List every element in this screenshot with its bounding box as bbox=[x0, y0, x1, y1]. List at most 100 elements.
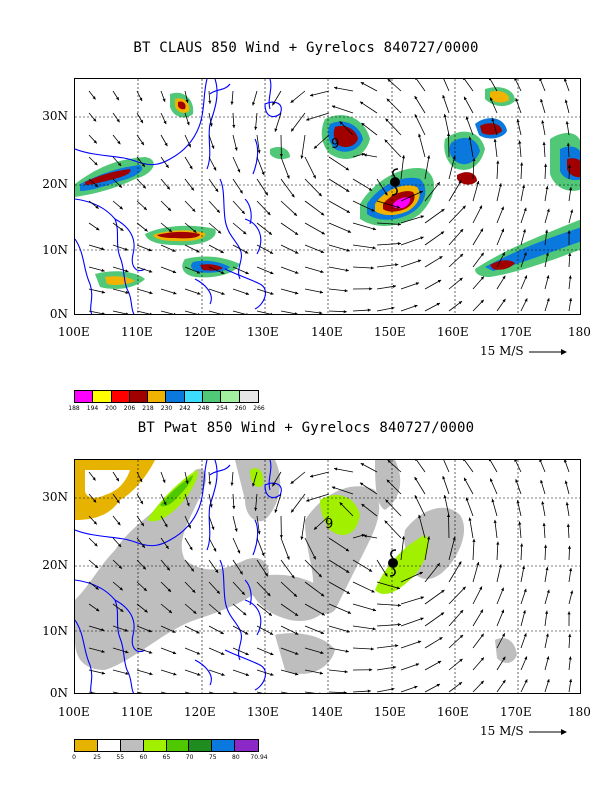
wind-vector-head bbox=[252, 102, 256, 106]
wind-vector-head bbox=[570, 590, 574, 594]
wind-vector bbox=[290, 471, 306, 485]
wind-vector-head bbox=[94, 162, 98, 166]
wind-vector-head bbox=[270, 291, 274, 295]
wind-vector bbox=[448, 586, 466, 605]
wind-vector-head bbox=[252, 483, 256, 487]
wind-vector-head bbox=[172, 270, 177, 274]
bottom-scale-arrow-icon bbox=[529, 728, 568, 735]
wind-vector-head bbox=[346, 209, 350, 213]
bottom-lon-140e: 140E bbox=[311, 705, 343, 719]
wind-vector bbox=[304, 244, 325, 254]
wind-vector-head bbox=[237, 169, 241, 173]
wind-vector-head bbox=[208, 100, 212, 104]
wind-vector-head bbox=[270, 312, 273, 314]
wind-vector-head bbox=[172, 651, 177, 655]
wind-vector-head bbox=[459, 658, 463, 662]
wind-vector-head bbox=[216, 590, 220, 594]
wind-vector-head bbox=[479, 586, 483, 590]
wind-vector bbox=[256, 559, 269, 577]
wind-vector bbox=[448, 253, 464, 268]
wind-vector bbox=[400, 571, 424, 583]
wind-vector-head bbox=[480, 609, 484, 613]
legend-tick-label: 70.94 bbox=[250, 754, 268, 761]
legend-tick-label: 0 bbox=[72, 754, 76, 761]
wind-vector-head bbox=[392, 284, 397, 288]
wind-vector-head bbox=[440, 231, 445, 235]
wind-vector bbox=[376, 603, 401, 606]
wind-vector bbox=[328, 222, 352, 233]
wind-vector bbox=[352, 647, 374, 650]
wind-vector-head bbox=[245, 291, 250, 296]
wind-vector-head bbox=[268, 612, 272, 616]
wind-vector-head bbox=[213, 167, 217, 171]
wind-vector bbox=[328, 244, 350, 252]
wind-vector-head bbox=[452, 536, 456, 541]
wind-vector-head bbox=[446, 514, 451, 518]
wind-vector-head bbox=[546, 589, 550, 594]
wind-vector-head bbox=[143, 206, 147, 211]
wind-vector-head bbox=[436, 563, 440, 567]
wind-vector bbox=[400, 617, 424, 627]
wind-vector-head bbox=[501, 609, 505, 614]
wind-vector-head bbox=[480, 680, 484, 685]
wind-vector bbox=[304, 581, 325, 597]
wind-vector bbox=[280, 156, 290, 179]
wind-vector bbox=[496, 541, 499, 561]
wind-vector-head bbox=[476, 562, 480, 566]
wind-vector-head bbox=[369, 287, 373, 291]
wind-vector-head bbox=[418, 514, 422, 519]
wind-vector-head bbox=[140, 522, 144, 527]
wind-vector-head bbox=[291, 509, 295, 513]
wind-vector-head bbox=[141, 163, 145, 167]
wind-vector-head bbox=[465, 497, 469, 501]
wind-vector bbox=[328, 288, 348, 292]
wind-vector-head bbox=[239, 571, 243, 575]
wind-vector-head bbox=[334, 467, 338, 471]
wind-vector-head bbox=[295, 693, 298, 694]
wind-vector-head bbox=[270, 672, 274, 676]
wind-vector bbox=[331, 105, 354, 114]
wind-vector-head bbox=[163, 120, 167, 125]
wind-vector-head bbox=[392, 665, 397, 669]
wind-vector-head bbox=[415, 79, 417, 81]
wind-vector-head bbox=[418, 133, 422, 138]
wind-vector-head bbox=[95, 608, 100, 612]
wind-vector-head bbox=[568, 633, 572, 637]
wind-vector-head bbox=[385, 499, 389, 503]
wind-vector-head bbox=[346, 590, 350, 594]
wind-vector-head bbox=[124, 628, 129, 632]
wind-vector-head bbox=[261, 171, 265, 176]
wind-vector-head bbox=[518, 521, 522, 525]
wind-vector bbox=[400, 663, 420, 671]
wind-vector-head bbox=[459, 634, 464, 639]
wind-vector-head bbox=[346, 248, 350, 252]
bottom-typhoon-icon bbox=[388, 549, 398, 577]
wind-vector bbox=[448, 132, 450, 158]
bottom-color-legend bbox=[74, 739, 259, 752]
wind-vector bbox=[494, 519, 498, 539]
wind-vector-head bbox=[272, 482, 276, 487]
wind-vector bbox=[290, 90, 306, 104]
wind-vector bbox=[443, 79, 450, 92]
wind-vector bbox=[88, 691, 97, 693]
wind-vector-head bbox=[125, 290, 129, 294]
wind-vector-head bbox=[293, 212, 297, 216]
wind-vector-head bbox=[139, 97, 143, 102]
wind-vector-head bbox=[344, 289, 348, 293]
wind-vector-head bbox=[502, 275, 506, 280]
wind-vector-head bbox=[220, 651, 225, 655]
wind-vector-head bbox=[257, 150, 261, 154]
wind-vector-head bbox=[541, 501, 545, 505]
top-scale-label: 15 M/S bbox=[480, 344, 568, 358]
wind-vector-head bbox=[257, 531, 261, 535]
wind-vector-head bbox=[196, 270, 201, 274]
legend-swatch bbox=[235, 740, 258, 751]
wind-vector-head bbox=[564, 480, 568, 484]
wind-vector-head bbox=[192, 589, 196, 593]
wind-vector-head bbox=[343, 691, 347, 693]
wind-vector-head bbox=[254, 507, 258, 511]
wind-vector-head bbox=[546, 275, 550, 279]
wind-vector bbox=[136, 310, 152, 314]
wind-vector bbox=[256, 244, 274, 255]
wind-vector-head bbox=[488, 79, 492, 81]
